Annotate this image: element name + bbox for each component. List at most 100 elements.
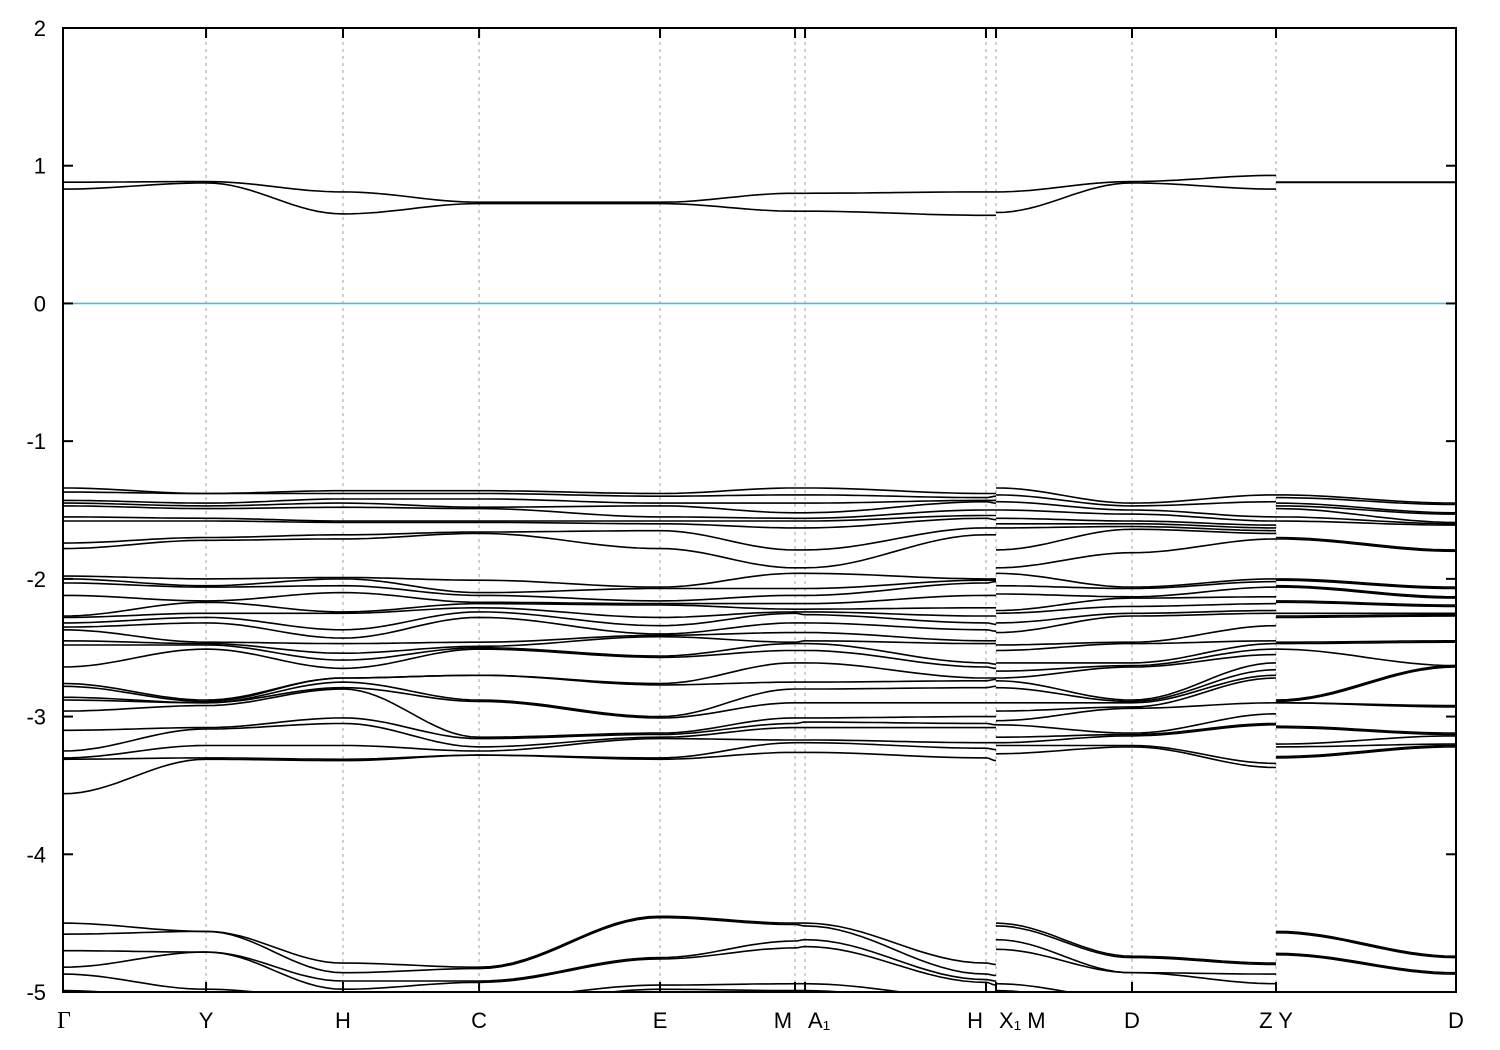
band-line: [63, 578, 996, 594]
band-line: [995, 174, 1276, 193]
band-line: [1275, 648, 1456, 667]
y-tick-label: -2: [26, 567, 46, 592]
band-line: [63, 916, 996, 977]
band-line: [63, 498, 996, 504]
y-tick-label: -1: [26, 429, 46, 454]
band-line: [63, 642, 996, 665]
k-point-label: Z Y: [1259, 1008, 1293, 1033]
band-line: [1275, 735, 1456, 745]
band-line: [1275, 536, 1456, 551]
band-line: [63, 182, 996, 217]
band-line: [63, 686, 996, 719]
band-line: [1275, 743, 1456, 748]
band-line: [1275, 952, 1456, 974]
k-point-label: M: [774, 1008, 792, 1033]
band-line: [996, 642, 1277, 664]
k-point-label: D: [1124, 1008, 1140, 1033]
band-line: [995, 713, 1277, 734]
band-line: [63, 629, 996, 645]
band-line: [63, 580, 996, 602]
band-line: [995, 668, 1277, 703]
band-line: [995, 925, 1277, 966]
k-point-label: Γ: [57, 1008, 71, 1034]
band-line: [63, 491, 996, 499]
band-line: [63, 741, 996, 761]
band-line: [995, 572, 1276, 588]
band-line: [1275, 726, 1456, 736]
band-line: [1275, 516, 1456, 525]
band-line: [63, 505, 996, 520]
band-line: [63, 500, 996, 514]
band-line: [63, 648, 996, 670]
band-line: [995, 948, 1277, 985]
band-line: [1275, 746, 1456, 759]
band-line: [63, 751, 996, 795]
band-line: [1276, 702, 1456, 708]
band-line: [995, 538, 1277, 569]
k-point-label: C: [471, 1008, 487, 1033]
band-line: [995, 602, 1277, 615]
band-line: [63, 611, 996, 631]
band-line: [63, 532, 996, 569]
band-line: [995, 487, 1276, 504]
band-line: [996, 517, 1276, 526]
band-line: [63, 737, 996, 759]
band-line: [996, 674, 1277, 704]
band-line: [1276, 991, 1316, 992]
band-line: [1275, 744, 1456, 758]
band-line: [995, 528, 1276, 551]
band-line: [1275, 579, 1456, 590]
k-point-label: H: [967, 1008, 983, 1033]
band-line: [63, 662, 996, 701]
band-line: [1275, 666, 1456, 703]
band-line: [996, 509, 1276, 522]
band-line: [63, 487, 996, 495]
plot-frame: [62, 27, 1457, 993]
band-line: [995, 182, 1276, 214]
band-line: [996, 724, 1277, 744]
band-line: [995, 982, 1276, 992]
band-line: [996, 586, 1277, 598]
band-line: [1276, 641, 1456, 645]
y-tick-label: 1: [34, 154, 46, 179]
band-line: [995, 580, 1277, 590]
band-line: [1276, 640, 1456, 643]
band-line: [63, 945, 996, 990]
k-point-label: H: [335, 1008, 351, 1033]
band-line: [995, 596, 1276, 612]
band-line: [995, 653, 1277, 679]
band-line: [1275, 954, 1456, 975]
y-tick-label: -4: [26, 842, 46, 867]
y-tick-label: -3: [26, 705, 46, 730]
band-line: [63, 514, 996, 522]
k-point-label: X₁ M: [999, 1008, 1046, 1033]
band-line: [996, 525, 1277, 532]
x-axis: Γ Y H C E M A₁ H X₁ M D Z Y D: [57, 28, 1464, 1034]
band-line: [1276, 613, 1456, 617]
band-line: [1275, 725, 1456, 734]
band-line: [1276, 494, 1456, 504]
band-line: [63, 591, 996, 605]
band-line: [1275, 586, 1456, 599]
y-tick-label: 0: [34, 291, 46, 316]
band-line: [996, 523, 1276, 529]
bands: [63, 174, 1456, 1006]
band-line: [1275, 538, 1456, 553]
band-line: [63, 527, 996, 551]
band-line: [1276, 999, 1456, 1006]
band-line: [1276, 600, 1456, 606]
band-line: [1275, 507, 1456, 524]
band-line: [1275, 584, 1456, 598]
band-line: [996, 722, 1277, 738]
y-tick-label: 2: [34, 16, 46, 41]
band-line: [1276, 615, 1456, 619]
band-line: [996, 744, 1277, 765]
band-line: [63, 572, 996, 588]
band-line: [995, 746, 1277, 769]
k-point-label: E: [653, 1008, 668, 1033]
band-line: [63, 601, 996, 617]
band-line: [1276, 505, 1456, 515]
k-point-label: A₁: [808, 1008, 830, 1033]
band-line: [1275, 520, 1456, 526]
band-line: [63, 674, 996, 703]
